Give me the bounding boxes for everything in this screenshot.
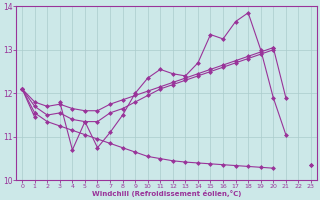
X-axis label: Windchill (Refroidissement éolien,°C): Windchill (Refroidissement éolien,°C) (92, 190, 241, 197)
